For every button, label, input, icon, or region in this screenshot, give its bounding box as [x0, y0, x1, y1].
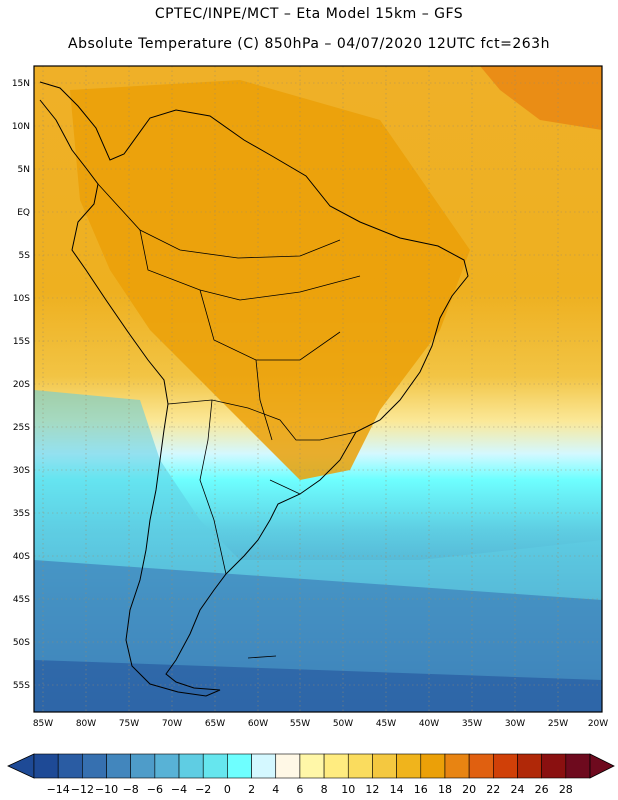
lon-label: 35W [462, 719, 482, 729]
longitude-labels: 85W 80W 75W 70W 65W 60W 55W 50W 45W 40W … [33, 719, 608, 729]
lon-label: 20W [588, 719, 608, 729]
colorbar-swatch [493, 753, 518, 779]
lon-label: 65W [205, 719, 225, 729]
colorbar-swatch [323, 753, 349, 779]
colorbar-label: 26 [535, 783, 549, 796]
lat-label: 45S [13, 595, 30, 605]
colorbar-label: 10 [341, 783, 355, 796]
colorbar-swatch [251, 753, 277, 779]
colorbar-swatch [33, 753, 59, 779]
colorbar-label: 24 [510, 783, 524, 796]
colorbar-label: 22 [486, 783, 500, 796]
colorbar-label: −10 [95, 783, 118, 796]
lat-label: 30S [13, 466, 30, 476]
colorbar-label: 14 [390, 783, 404, 796]
colorbar-label: 18 [438, 783, 452, 796]
lon-label: 25W [548, 719, 568, 729]
colorbar-swatch [372, 753, 397, 779]
lon-label: 40W [419, 719, 439, 729]
lat-label: 10N [12, 122, 30, 132]
colorbar-label: 20 [462, 783, 476, 796]
lon-label: 30W [505, 719, 525, 729]
colorbar-swatch [106, 753, 131, 779]
lon-label: 75W [119, 719, 139, 729]
colorbar-label: −14 [47, 783, 70, 796]
lon-label: 45W [376, 719, 396, 729]
colorbar-label: 12 [365, 783, 379, 796]
colorbar-swatch [57, 753, 83, 779]
lat-label: EQ [17, 208, 30, 218]
lat-label: 5N [18, 165, 30, 175]
colorbar-swatch [178, 753, 204, 779]
grid-lines [34, 66, 602, 712]
colorbar-label: 2 [248, 783, 255, 796]
colorbar-swatch [202, 753, 228, 779]
temperature-field [34, 66, 602, 712]
colorbar-label: −6 [147, 783, 163, 796]
lat-label: 5S [19, 251, 31, 261]
colorbar-swatch [396, 753, 422, 779]
lat-label: 40S [13, 552, 30, 562]
colorbar-swatch [275, 753, 301, 779]
lon-label: 60W [248, 719, 268, 729]
lat-label: 50S [13, 638, 30, 648]
latitude-labels: 15N 10N 5N EQ 5S 10S 15S 20S 25S 30S 35S… [12, 79, 30, 691]
lat-label: 35S [13, 509, 30, 519]
colorbar-swatch [130, 753, 156, 779]
lat-label: 10S [13, 294, 30, 304]
lon-label: 70W [162, 719, 182, 729]
lat-label: 15N [12, 79, 30, 89]
colorbar-label: −4 [171, 783, 187, 796]
colorbar-label: −8 [123, 783, 139, 796]
colorbar-label: 4 [272, 783, 279, 796]
lon-label: 85W [33, 719, 53, 729]
colorbar-swatch [468, 753, 494, 779]
colorbar-swatch [227, 753, 252, 779]
colorbar-swatch [347, 753, 373, 779]
colorbar-swatch [420, 753, 446, 779]
lat-label: 25S [13, 423, 30, 433]
colorbar-label: 8 [321, 783, 328, 796]
map-frame [33, 65, 603, 713]
lon-label: 50W [333, 719, 353, 729]
colorbar-left-arrow [7, 753, 35, 779]
colorbar-swatch [299, 753, 325, 779]
colorbar: −14 −12 −10 −8 −6 −4 −2 0 2 4 6 8 10 12 14 16 18 20 22 24 26… [7, 753, 615, 796]
lat-label: 15S [13, 337, 30, 347]
colorbar-swatch [444, 753, 470, 779]
colorbar-swatch [541, 753, 567, 779]
colorbar-swatch [517, 753, 542, 779]
coastline [39, 81, 469, 697]
lat-label: 20S [13, 380, 30, 390]
lon-label: 80W [76, 719, 96, 729]
colorbar-swatch [154, 753, 180, 779]
title-line-2: Absolute Temperature (C) 850hPa – 04/07/… [68, 36, 550, 52]
colorbar-label: 0 [224, 783, 231, 796]
lat-label: 55S [13, 681, 30, 691]
colorbar-label: 28 [559, 783, 573, 796]
colorbar-label: 16 [414, 783, 428, 796]
lon-label: 55W [290, 719, 310, 729]
colorbar-swatch [565, 753, 591, 779]
colorbar-right-arrow [589, 753, 615, 779]
country-borders [97, 183, 361, 659]
title-line-1: CPTEC/INPE/MCT – Eta Model 15km – GFS [154, 6, 464, 22]
colorbar-swatch [82, 753, 107, 779]
colorbar-label: 6 [296, 783, 303, 796]
colorbar-label: −2 [195, 783, 211, 796]
colorbar-label: −12 [71, 783, 94, 796]
